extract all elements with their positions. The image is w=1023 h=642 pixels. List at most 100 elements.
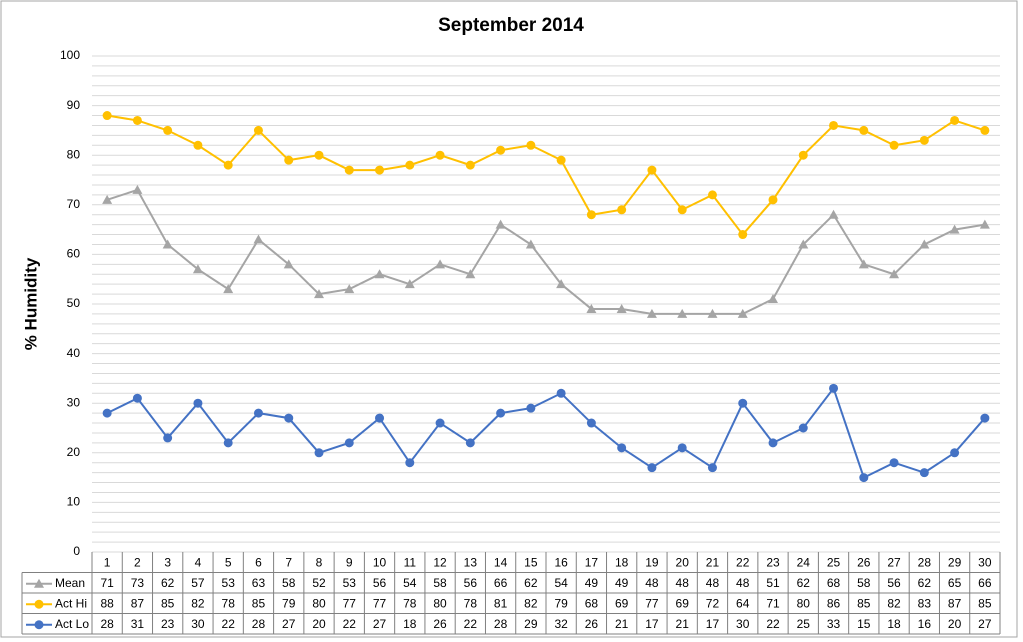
table-value: 56: [373, 576, 387, 590]
point: [344, 438, 354, 448]
table-value: 82: [887, 596, 901, 610]
table-value: 71: [100, 576, 114, 590]
point: [314, 448, 324, 458]
table-value: 25: [797, 617, 811, 631]
table-value: 16: [918, 617, 932, 631]
table-value: 58: [857, 576, 871, 590]
point: [374, 269, 385, 279]
point: [526, 403, 536, 413]
point: [829, 383, 839, 393]
x-tick-label: 13: [464, 555, 478, 569]
table-value: 32: [554, 617, 568, 631]
point: [707, 463, 717, 473]
table-value: 78: [403, 596, 417, 610]
y-tick-label: 0: [73, 544, 80, 558]
table-value: 48: [676, 576, 690, 590]
point: [223, 160, 233, 170]
y-tick-label: 40: [67, 346, 81, 360]
point: [102, 408, 112, 418]
point: [496, 145, 506, 155]
point: [586, 303, 597, 313]
point: [949, 224, 960, 234]
point: [465, 160, 475, 170]
point: [465, 269, 476, 279]
table-value: 68: [827, 576, 841, 590]
table-value: 66: [978, 576, 992, 590]
legend-marker: [34, 599, 44, 609]
table-value: 27: [978, 617, 992, 631]
y-tick-label: 50: [67, 296, 81, 310]
point: [828, 209, 839, 219]
point: [344, 165, 354, 175]
table-value: 64: [736, 596, 750, 610]
table-value: 85: [978, 596, 992, 610]
point: [404, 279, 415, 289]
table-value: 23: [161, 617, 175, 631]
x-tick-label: 8: [316, 555, 323, 569]
table-value: 56: [887, 576, 901, 590]
table-value: 65: [948, 576, 962, 590]
x-tick-label: 6: [255, 555, 262, 569]
table-value: 29: [524, 617, 538, 631]
point: [465, 438, 475, 448]
point: [646, 308, 657, 318]
table-value: 57: [191, 576, 205, 590]
point: [284, 413, 294, 423]
table-value: 30: [736, 617, 750, 631]
x-tick-label: 15: [524, 555, 538, 569]
point: [647, 463, 657, 473]
point: [525, 239, 536, 249]
table-value: 21: [676, 617, 690, 631]
point: [435, 418, 445, 428]
point: [768, 438, 778, 448]
table-value: 22: [222, 617, 236, 631]
point: [435, 150, 445, 160]
table-value: 82: [191, 596, 205, 610]
table-value: 62: [797, 576, 811, 590]
point: [979, 219, 990, 229]
line: [106, 188, 986, 315]
x-tick-label: 28: [918, 555, 932, 569]
table-value: 48: [736, 576, 750, 590]
table-value: 53: [222, 576, 236, 590]
table-value: 69: [676, 596, 690, 610]
point: [314, 289, 324, 299]
point: [556, 388, 566, 398]
point: [829, 120, 839, 130]
point: [193, 398, 203, 408]
point: [586, 418, 596, 428]
point: [798, 150, 808, 160]
table-value: 77: [343, 596, 357, 610]
table-value: 87: [948, 596, 962, 610]
x-tick-label: 10: [373, 555, 387, 569]
table-value: 63: [252, 576, 266, 590]
point: [738, 398, 748, 408]
point: [677, 443, 687, 453]
point: [919, 239, 930, 249]
table-value: 53: [343, 576, 357, 590]
table-value: 78: [222, 596, 236, 610]
y-tick-label: 60: [67, 247, 81, 261]
table-value: 79: [554, 596, 568, 610]
x-tick-label: 9: [346, 555, 353, 569]
point: [919, 135, 929, 145]
point: [344, 284, 355, 294]
y-tick-label: 20: [67, 445, 81, 459]
table-value: 72: [706, 596, 720, 610]
table-value: 88: [100, 596, 114, 610]
table-value: 17: [645, 617, 659, 631]
point: [283, 259, 294, 269]
point: [859, 125, 869, 135]
point: [132, 184, 143, 194]
point: [253, 125, 263, 135]
table-value: 77: [645, 596, 659, 610]
point: [858, 259, 869, 269]
x-tick-label: 14: [494, 555, 508, 569]
point: [768, 294, 778, 304]
point: [405, 458, 415, 468]
table-value: 51: [766, 576, 780, 590]
point: [617, 205, 627, 215]
x-tick-label: 30: [978, 555, 992, 569]
table-value: 73: [131, 576, 145, 590]
legend-label: Act Lo: [55, 617, 89, 631]
